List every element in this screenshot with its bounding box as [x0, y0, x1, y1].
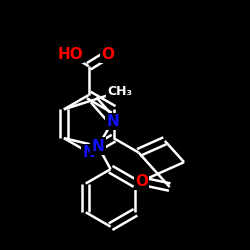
Text: N: N: [106, 114, 119, 129]
Text: N: N: [92, 139, 104, 154]
Text: HO: HO: [57, 47, 83, 62]
Text: CH₃: CH₃: [107, 86, 132, 98]
Text: O: O: [101, 47, 114, 62]
Text: O: O: [135, 174, 148, 188]
Text: N: N: [82, 145, 95, 160]
